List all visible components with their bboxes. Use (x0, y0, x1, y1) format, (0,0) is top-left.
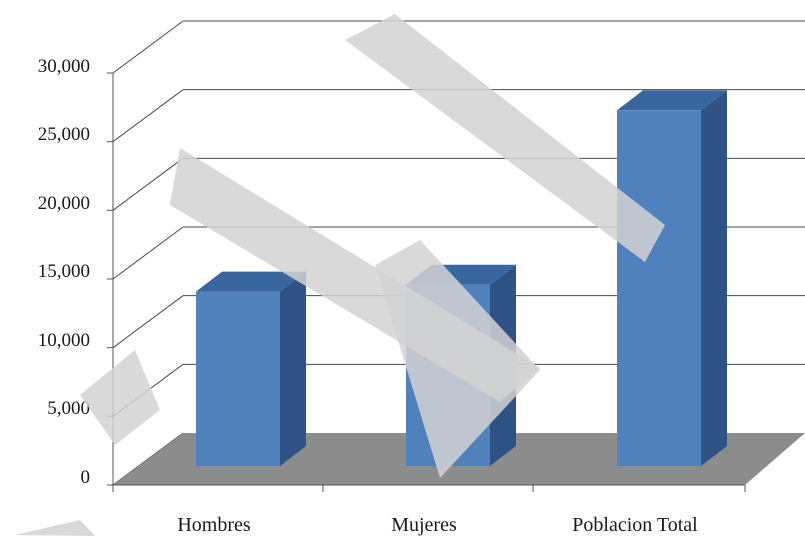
watermark (15, 14, 665, 536)
bar-top-0 (196, 271, 306, 292)
gridline-diagonal-3 (112, 226, 184, 280)
bar-front-2 (617, 110, 701, 466)
y-tick-label-15000: 15,000 (38, 261, 90, 282)
bar-front-0 (196, 291, 280, 466)
gridline-diagonal-2 (112, 295, 184, 349)
category-label-poblacion-total: Poblacion Total (572, 514, 698, 536)
bar-side-0 (280, 271, 306, 466)
y-tick-labels: 0 5,000 10,000 15,000 20,000 25,000 30,0… (38, 56, 90, 488)
y-tick-label-0: 0 (81, 467, 91, 488)
y-tick-label-10000: 10,000 (38, 330, 90, 351)
category-label-hombres: Hombres (177, 514, 251, 536)
bar-0 (196, 271, 306, 466)
bar-top-2 (617, 90, 727, 111)
gridline-diagonal-4 (112, 157, 184, 211)
category-label-mujeres: Mujeres (391, 514, 457, 536)
y-tick-label-5000: 5,000 (47, 398, 90, 419)
x-category-labels: Hombres Mujeres Poblacion Total (177, 514, 698, 536)
gridline-diagonal-5 (112, 89, 184, 143)
bar-2 (617, 90, 727, 466)
y-tick-label-30000: 30,000 (38, 56, 90, 77)
gridline-diagonal-6 (112, 20, 184, 74)
y-tick-label-20000: 20,000 (38, 193, 90, 214)
bar-side-2 (701, 90, 727, 466)
y-tick-label-25000: 25,000 (38, 124, 90, 145)
